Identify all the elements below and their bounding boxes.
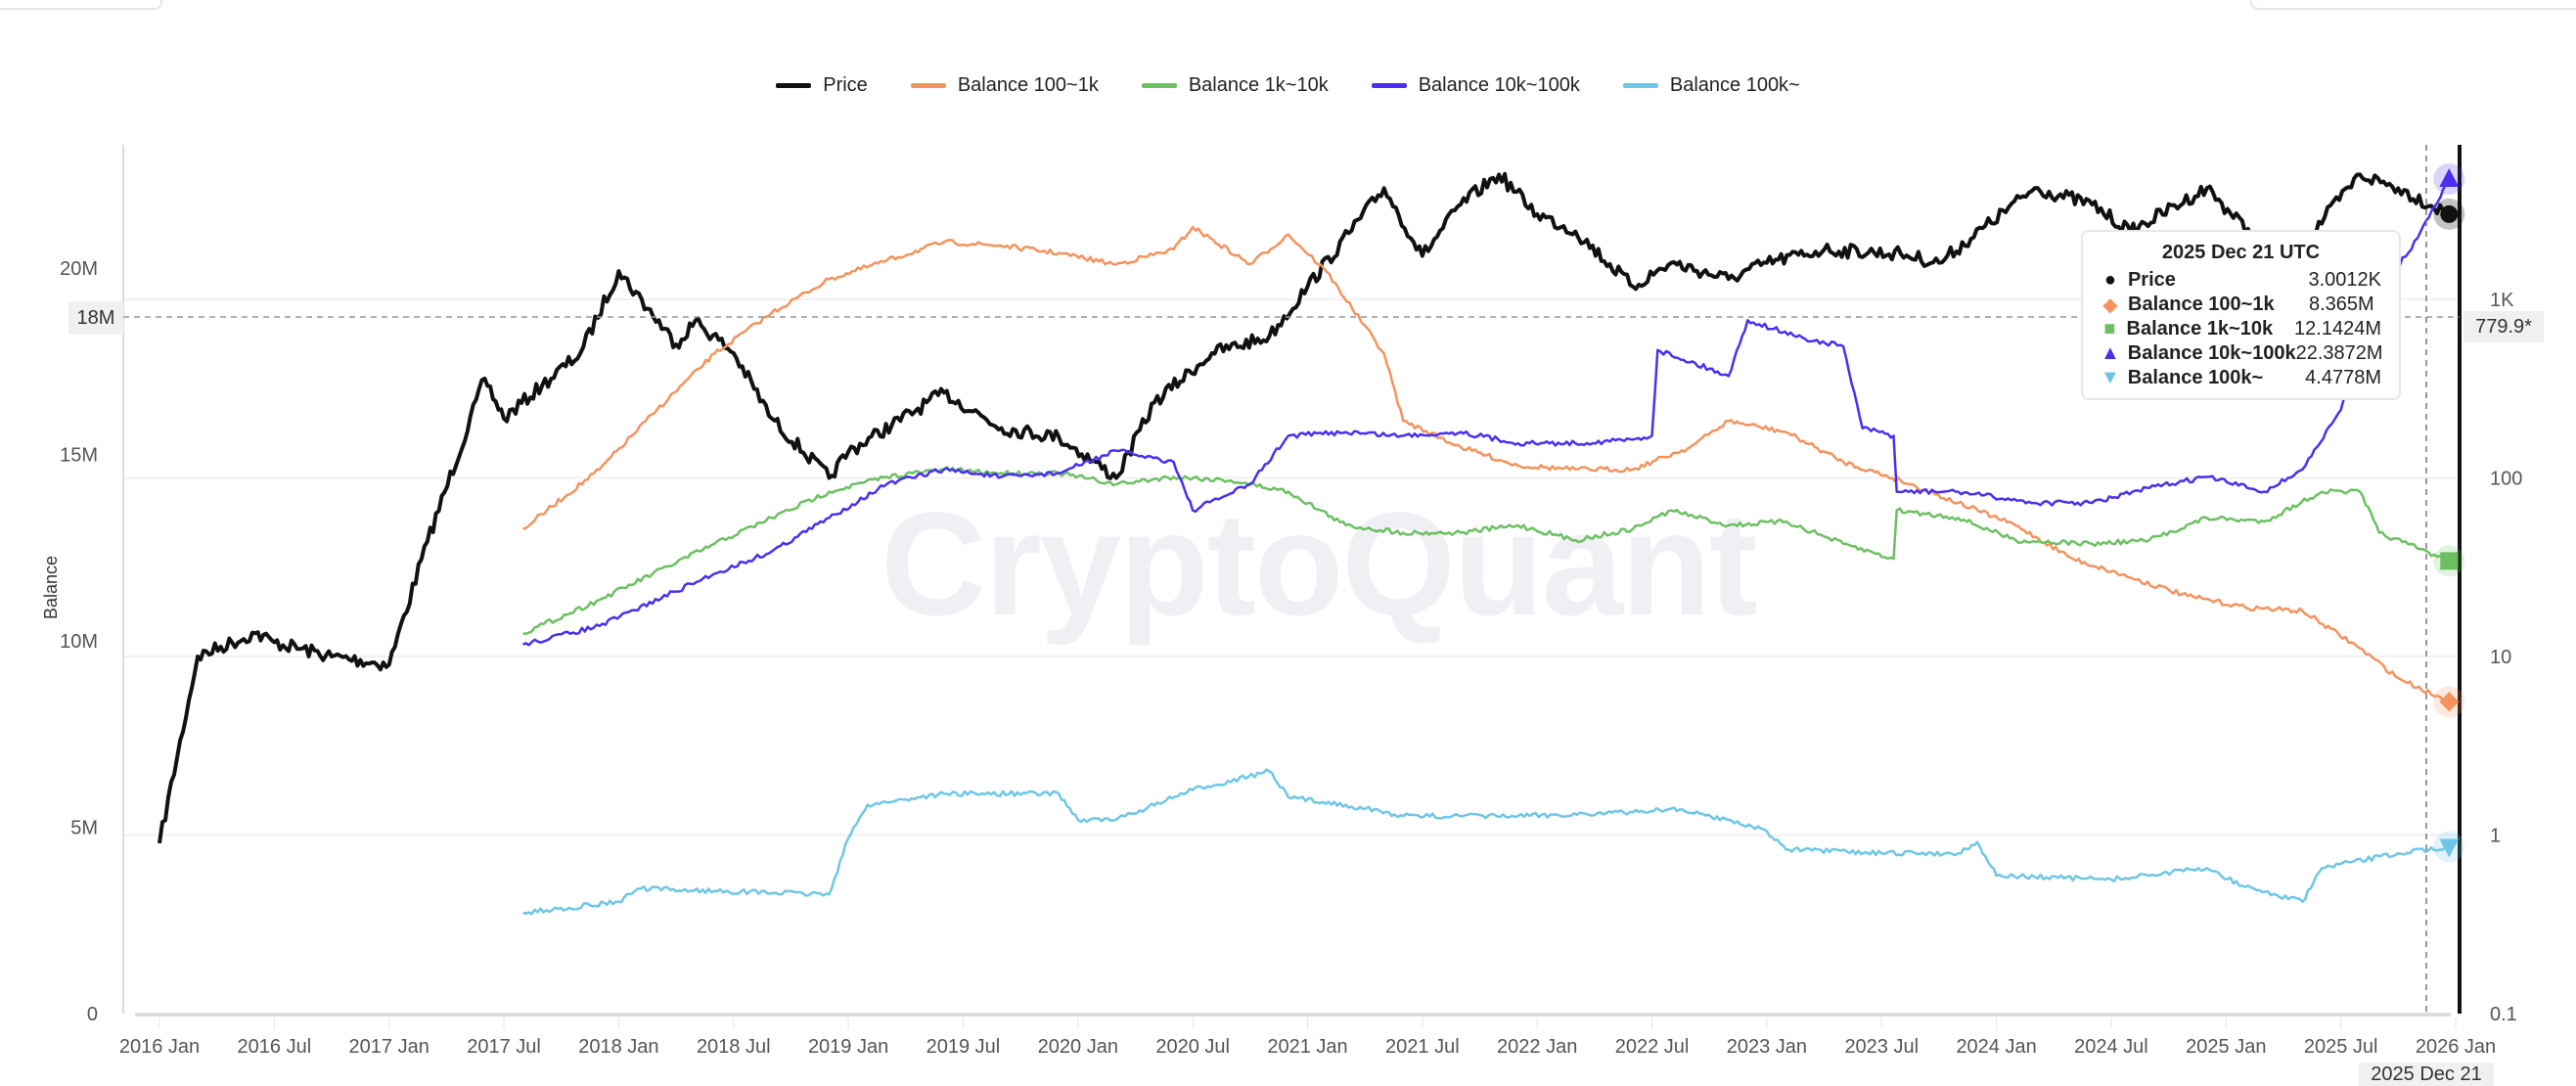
series-marker-icon: ▲ — [2101, 342, 2120, 364]
x-axis-tick-label: 2023 Jul — [1844, 1036, 1919, 1058]
tooltip-row: ■ Balance 1k~10k 12.1424M — [2101, 317, 2381, 341]
legend-item[interactable]: Balance 10k~100k — [1371, 74, 1580, 97]
x-axis-tick-label: 2019 Jan — [808, 1036, 888, 1058]
legend-label: Balance 1k~10k — [1188, 74, 1329, 96]
tooltip-row: ● Price 3.0012K — [2101, 268, 2381, 293]
right-axis-tick-label: 0.1 — [2490, 1004, 2517, 1025]
top-right-control[interactable] — [2250, 0, 2576, 10]
diamond-marker-icon — [2439, 692, 2460, 712]
x-axis-tick-label: 2021 Jul — [1385, 1036, 1460, 1058]
crosshair-date: 2025 Dec 21 — [2359, 1063, 2494, 1086]
series-line-balance-10k-100k — [522, 178, 2451, 647]
legend-label: Balance 10k~100k — [1418, 74, 1580, 96]
tooltip: 2025 Dec 21 UTC ● Price 3.0012K ◆ Balance 10… — [2081, 230, 2401, 400]
tooltip-row: ◆ Balance 100~1k 8.365M — [2101, 293, 2381, 317]
tooltip-series-name: Balance 1k~10k — [2126, 318, 2274, 339]
right-axis-tick-label: 1K — [2490, 290, 2514, 311]
legend-swatch — [1371, 83, 1407, 88]
series-marker-icon: ▼ — [2101, 367, 2120, 388]
left-axis-tick-label: 10M — [60, 631, 98, 653]
x-axis-tick-label: 2016 Jul — [238, 1036, 312, 1058]
crosshair-left-value: 18M — [68, 301, 123, 335]
tooltip-series-value: 3.0012K — [2308, 269, 2381, 291]
x-axis-tick-label: 2018 Jul — [697, 1036, 771, 1058]
right-axis-tick-label: 100 — [2490, 469, 2522, 490]
legend-swatch — [1622, 83, 1658, 88]
legend-swatch — [1141, 83, 1177, 88]
x-axis-tick-label: 2022 Jan — [1497, 1036, 1577, 1058]
series-marker-icon: ■ — [2103, 318, 2116, 339]
triangle-up-marker-icon — [2439, 168, 2460, 188]
legend-label: Balance 100~1k — [957, 74, 1099, 96]
left-axis-tick-label: 20M — [60, 258, 98, 280]
x-axis-tick-label: 2021 Jan — [1267, 1036, 1347, 1058]
tooltip-series-value: 8.365M — [2309, 294, 2374, 315]
legend-swatch — [910, 83, 946, 88]
legend-item[interactable]: Balance 100~1k — [910, 74, 1099, 97]
tooltip-series-value: 12.1424M — [2294, 318, 2381, 339]
tooltip-series-name: Price — [2127, 269, 2176, 291]
tooltip-row: ▼ Balance 100k~ 4.4778M — [2101, 366, 2381, 390]
triangle-down-marker-icon — [2439, 838, 2460, 858]
x-axis-tick-label: 2023 Jan — [1727, 1036, 1807, 1058]
legend: Price Balance 100~1k Balance 1k~10k Balance… — [0, 74, 2576, 97]
series-line-balance-100-1k — [522, 225, 2450, 704]
right-axis-tick-label: 1 — [2490, 826, 2501, 847]
right-axis-tick-label: 10 — [2490, 647, 2511, 668]
x-axis-tick-label: 2017 Jul — [467, 1036, 541, 1058]
x-axis-tick-label: 2020 Jan — [1038, 1036, 1118, 1058]
legend-item[interactable]: Balance 1k~10k — [1141, 74, 1329, 97]
tooltip-series-name: Balance 10k~100k — [2127, 342, 2296, 364]
series-line-price — [158, 171, 2451, 844]
tooltip-series-value: 4.4778M — [2305, 367, 2381, 388]
legend-label: Balance 100k~ — [1669, 74, 1800, 96]
x-axis-tick-label: 2025 Jul — [2304, 1036, 2378, 1058]
tooltip-series-name: Balance 100k~ — [2127, 367, 2264, 388]
x-axis-tick-label: 2018 Jan — [578, 1036, 658, 1058]
legend-item[interactable]: Balance 100k~ — [1622, 74, 1800, 97]
series-line-balance-100k- — [522, 768, 2450, 916]
left-axis-tick-label: 15M — [60, 445, 98, 467]
x-axis-tick-label: 2025 Jan — [2186, 1036, 2266, 1058]
x-axis-tick-label: 2026 Jan — [2416, 1036, 2496, 1058]
x-axis-tick-label: 2022 Jul — [1615, 1036, 1690, 1058]
tooltip-row: ▲ Balance 10k~100k 22.3872M — [2101, 341, 2383, 366]
legend-item[interactable]: Price — [776, 74, 868, 97]
series-marker-icon: ● — [2103, 269, 2117, 291]
legend-swatch — [776, 83, 812, 88]
y-axis-title: Balance — [41, 555, 62, 620]
series-line-balance-1k-10k — [522, 466, 2450, 636]
tooltip-series-name: Balance 100~1k — [2128, 294, 2275, 315]
square-marker-icon — [2440, 552, 2459, 570]
left-axis-tick-label: 0 — [87, 1004, 98, 1025]
tooltip-series-value: 22.3872M — [2295, 342, 2383, 364]
x-axis-tick-label: 2020 Jul — [1155, 1036, 1230, 1058]
x-axis-tick-label: 2019 Jul — [926, 1036, 1001, 1058]
tooltip-title: 2025 Dec 21 UTC — [2161, 242, 2321, 263]
x-axis-tick-label: 2016 Jan — [119, 1036, 200, 1058]
top-left-control[interactable] — [0, 0, 162, 10]
crosshair-right-value: 779.9* — [2463, 311, 2544, 342]
x-axis-tick-label: 2024 Jul — [2074, 1036, 2148, 1058]
legend-label: Price — [823, 74, 868, 96]
x-axis-tick-label: 2017 Jan — [349, 1036, 429, 1058]
price-end-marker-icon — [2440, 204, 2459, 223]
series-marker-icon: ◆ — [2102, 294, 2118, 316]
left-axis-tick-label: 5M — [70, 818, 98, 839]
x-axis-tick-label: 2024 Jan — [1956, 1036, 2036, 1058]
